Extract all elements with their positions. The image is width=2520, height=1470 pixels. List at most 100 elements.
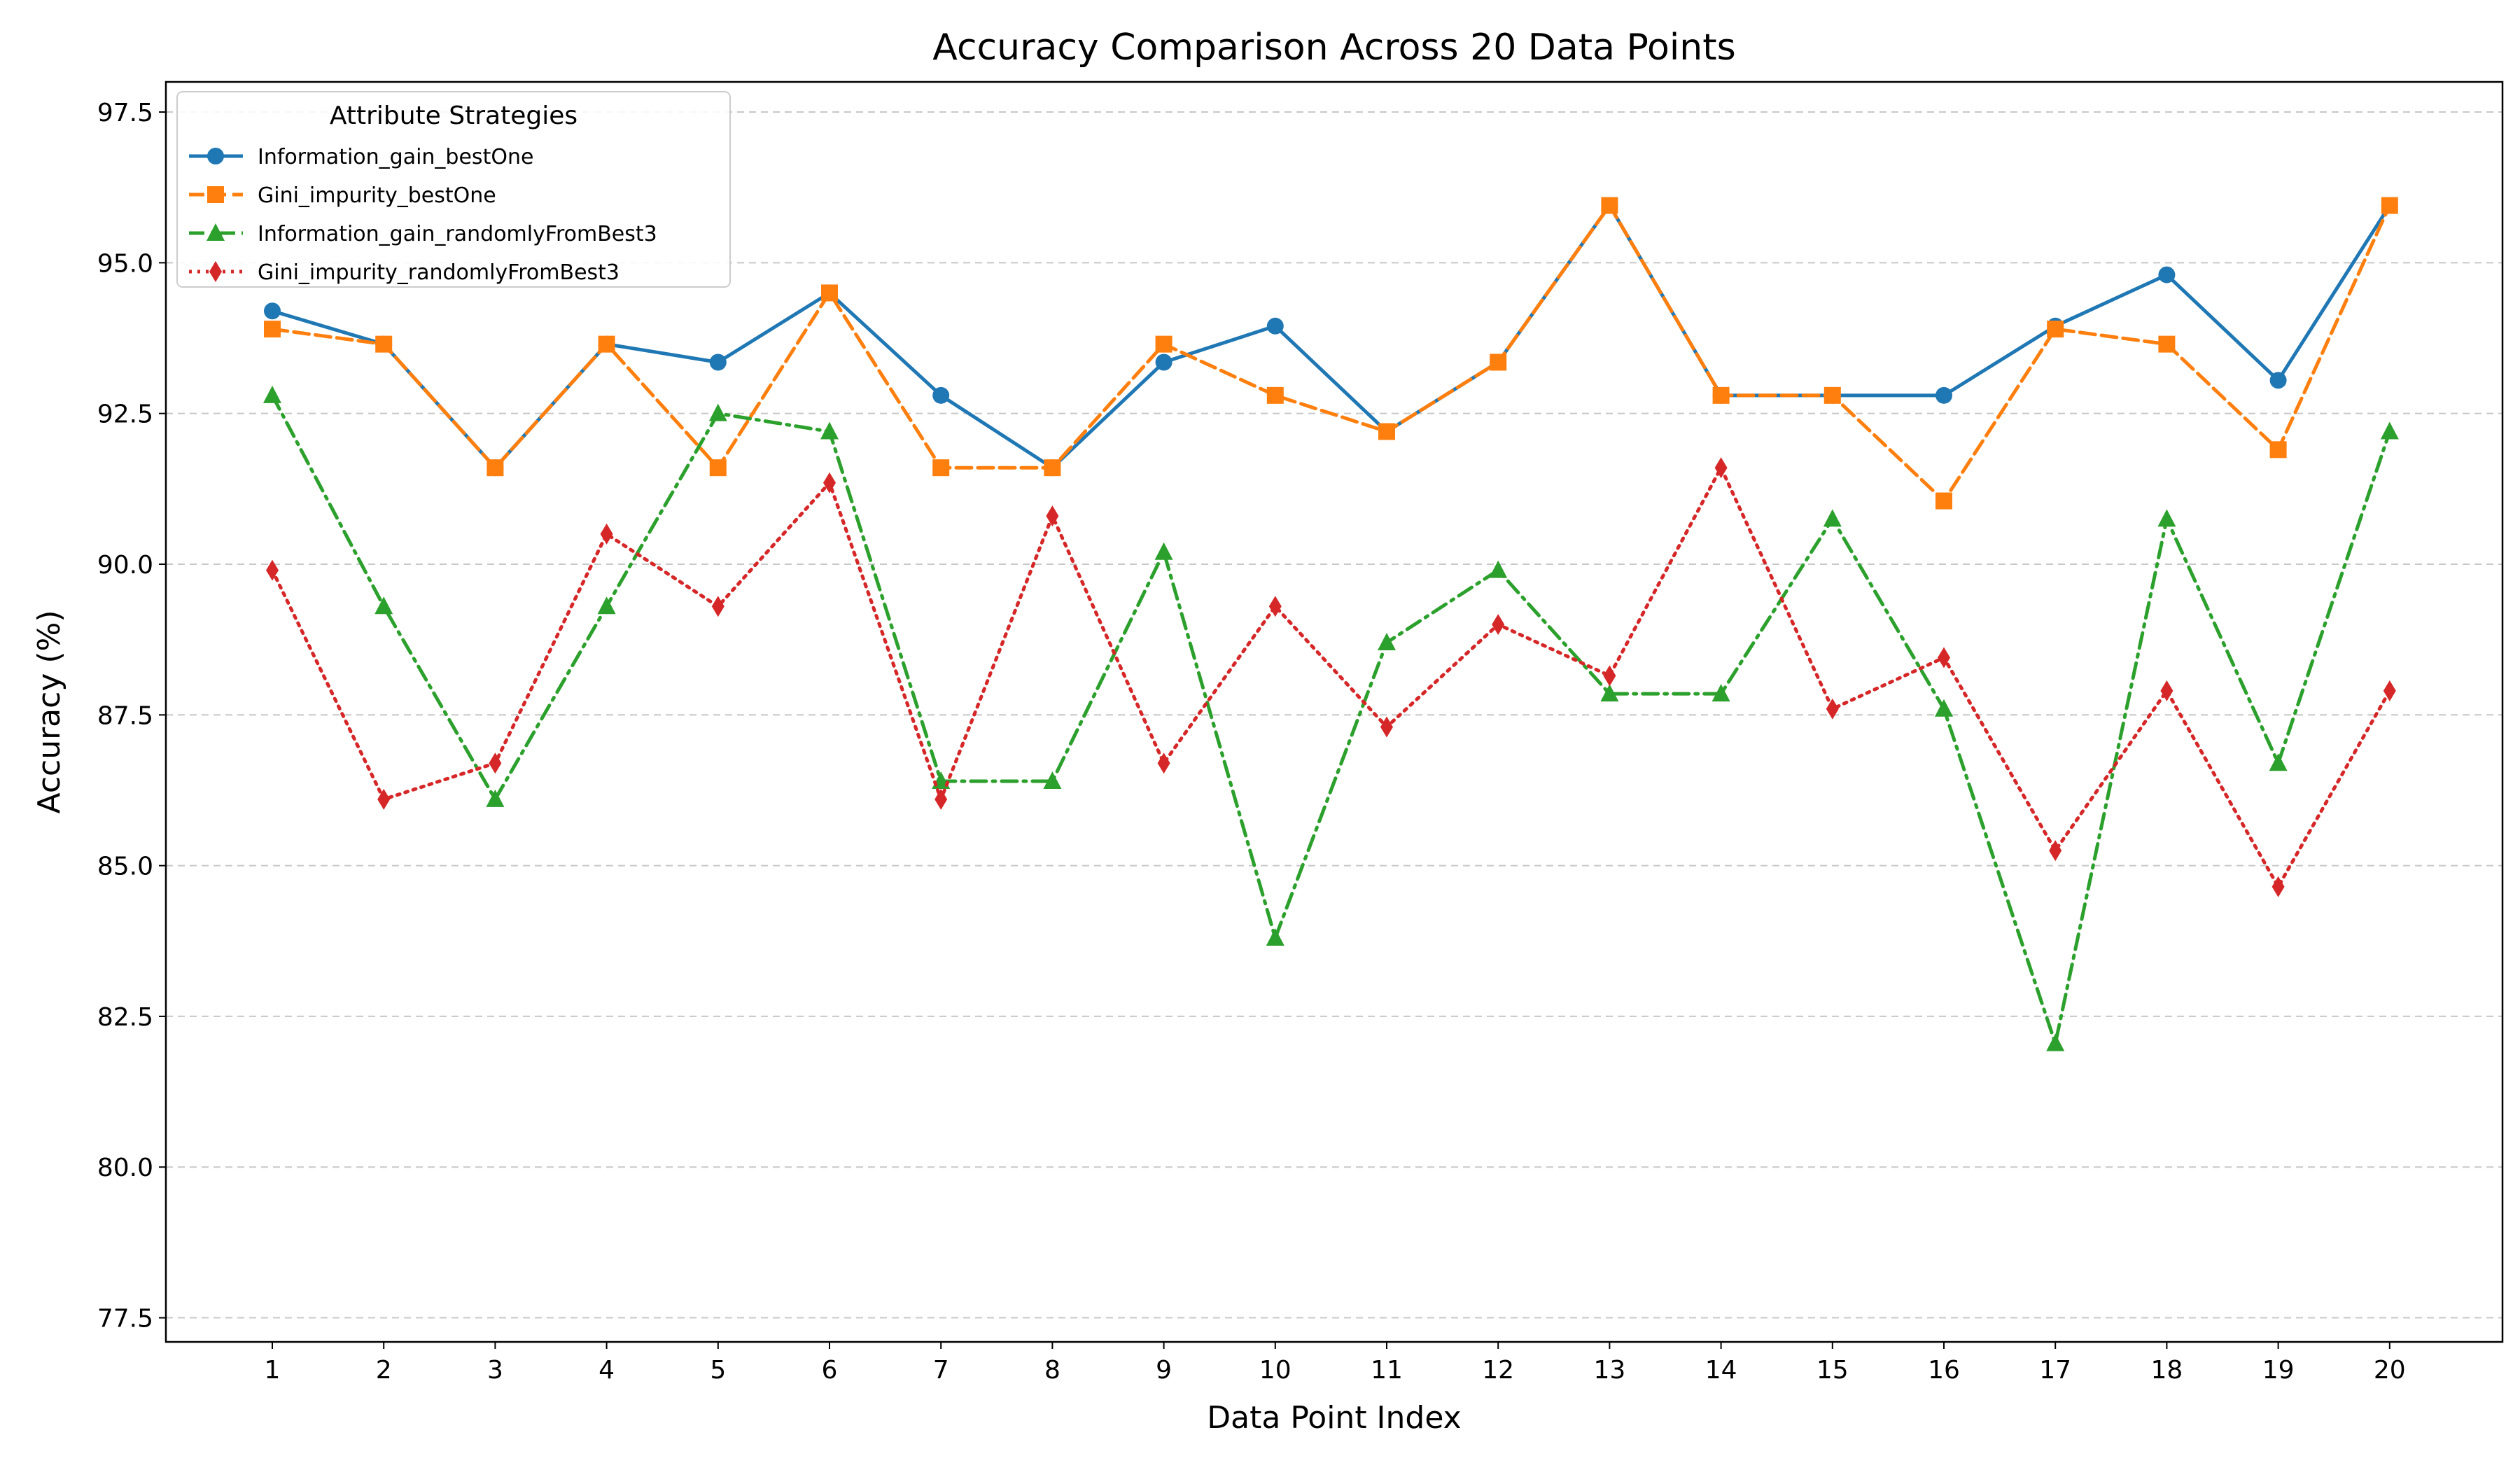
x-tick-label: 2 xyxy=(376,1356,392,1385)
data-point xyxy=(2380,421,2399,440)
data-point xyxy=(597,596,616,615)
data-point xyxy=(2046,1033,2065,1051)
data-point xyxy=(820,421,839,440)
legend-entry: Gini_impurity_bestOne xyxy=(189,183,496,208)
series-gini-impurity-randomlyfrombest3 xyxy=(266,457,2396,897)
data-point xyxy=(708,403,727,421)
data-point xyxy=(2269,441,2287,458)
y-tick-label: 92.5 xyxy=(97,400,153,429)
data-point xyxy=(709,354,727,371)
data-point xyxy=(264,302,281,320)
data-point xyxy=(709,459,727,477)
legend-label: Gini_impurity_bestOne xyxy=(258,183,496,208)
data-point xyxy=(2381,197,2398,214)
data-point xyxy=(1378,632,1396,650)
data-point xyxy=(266,559,279,581)
data-point xyxy=(2269,753,2288,771)
data-point xyxy=(1044,459,1061,477)
data-point xyxy=(1714,457,1728,479)
x-tick-label: 11 xyxy=(1371,1356,1403,1385)
data-point xyxy=(1154,542,1173,560)
y-tick-label: 80.0 xyxy=(97,1154,153,1182)
data-point xyxy=(1601,197,1618,214)
y-tick-label: 87.5 xyxy=(97,701,153,730)
x-tick-label: 10 xyxy=(1259,1356,1292,1385)
y-tick-label: 82.5 xyxy=(97,1003,153,1032)
x-tick-label: 7 xyxy=(933,1356,949,1385)
series-information-gain-randomlyfrombest3 xyxy=(263,385,2399,1051)
y-axis-label: Accuracy (%) xyxy=(31,610,67,813)
legend-swatch-marker xyxy=(209,261,222,282)
data-point xyxy=(1938,647,1950,668)
legend-swatch-marker xyxy=(207,148,224,164)
series-line xyxy=(270,204,2392,470)
x-tick-label: 19 xyxy=(2262,1356,2295,1385)
data-point xyxy=(1268,596,1282,617)
y-tick-label: 95.0 xyxy=(97,249,153,278)
legend-entry: Information_gain_bestOne xyxy=(189,145,533,169)
data-point xyxy=(2047,321,2064,338)
x-tick-label: 17 xyxy=(2039,1356,2071,1385)
data-point xyxy=(2383,680,2396,701)
chart-title: Accuracy Comparison Across 20 Data Point… xyxy=(932,27,1735,69)
legend-entry: Information_gain_randomlyFromBest3 xyxy=(189,222,657,246)
series-line xyxy=(270,204,2392,503)
data-point xyxy=(823,472,836,493)
series-lines xyxy=(263,197,2399,1051)
x-tick-label: 14 xyxy=(1705,1356,1737,1385)
series-line xyxy=(270,393,2392,1046)
gridlines xyxy=(166,111,2502,1319)
series-line xyxy=(270,465,2392,889)
data-point xyxy=(1935,492,1952,510)
data-point xyxy=(1490,354,1507,371)
data-point xyxy=(2049,840,2062,862)
x-tick-label: 18 xyxy=(2150,1356,2183,1385)
legend-swatch-marker xyxy=(207,186,224,203)
data-point xyxy=(1603,665,1616,687)
data-point xyxy=(486,789,505,807)
data-point xyxy=(934,788,948,810)
data-point xyxy=(375,335,393,353)
data-point xyxy=(1378,423,1395,440)
legend: Attribute Strategies Information_gain_be… xyxy=(176,91,731,288)
data-point xyxy=(263,385,281,403)
x-tick-label: 20 xyxy=(2374,1356,2406,1385)
legend-label: Information_gain_bestOne xyxy=(258,145,533,169)
data-point xyxy=(1266,386,1284,404)
data-point xyxy=(1823,509,1842,527)
data-point xyxy=(1157,752,1170,774)
data-point xyxy=(1266,927,1284,946)
legend-items: Information_gain_bestOne Gini_impurity_be… xyxy=(189,145,657,285)
data-point xyxy=(1823,386,1841,404)
plot-frame xyxy=(164,80,2504,1343)
legend-entry: Gini_impurity_randomlyFromBest3 xyxy=(189,260,620,285)
x-tick-label: 12 xyxy=(1482,1356,1514,1385)
x-tick-label: 15 xyxy=(1816,1356,1849,1385)
data-point xyxy=(2157,509,2176,527)
x-tick-label: 16 xyxy=(1928,1356,1960,1385)
x-tick-label: 1 xyxy=(265,1356,281,1385)
data-point xyxy=(711,596,724,617)
x-tick-label: 4 xyxy=(598,1356,615,1385)
legend-swatch-marker xyxy=(206,223,225,241)
data-point xyxy=(2160,680,2174,701)
data-point xyxy=(1046,505,1059,527)
data-point xyxy=(1043,771,1062,790)
series-gini-impurity-bestone xyxy=(264,197,2398,510)
data-point xyxy=(2269,372,2287,389)
legend-box xyxy=(176,91,731,288)
y-tick-label: 90.0 xyxy=(97,551,153,580)
data-point xyxy=(1492,614,1505,636)
data-point xyxy=(264,321,281,338)
data-point xyxy=(1155,335,1172,353)
data-point xyxy=(1712,684,1730,702)
data-point xyxy=(374,596,393,615)
data-point xyxy=(600,523,613,545)
y-tick-label: 77.5 xyxy=(97,1305,153,1334)
data-point xyxy=(486,459,504,477)
data-point xyxy=(1826,698,1839,720)
x-tick-label: 5 xyxy=(710,1356,726,1385)
y-tick-label: 97.5 xyxy=(97,99,153,127)
